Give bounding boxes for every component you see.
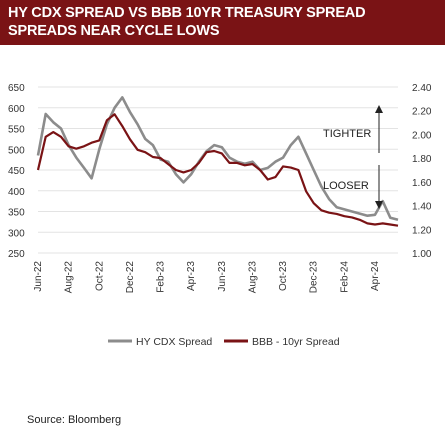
right-tick-label: 2.00: [412, 130, 432, 141]
left-tick-label: 400: [8, 187, 25, 198]
x-tick-label: Dec-22: [125, 261, 136, 294]
right-tick-label: 1.80: [412, 154, 432, 165]
x-tick-label: Oct-22: [94, 261, 105, 291]
left-tick-label: 300: [8, 228, 25, 239]
left-tick-label: 650: [8, 83, 25, 94]
series-line-bbb: [36, 113, 399, 227]
annotation-tighter: TIGHTER: [323, 128, 371, 140]
left-tick-label: 250: [8, 249, 25, 260]
x-tick-label: Feb-24: [339, 261, 350, 293]
x-tick-label: Dec-23: [309, 261, 320, 294]
left-tick-label: 600: [8, 104, 25, 115]
line-chart: 250 300 350 400 450 500 550 600 650 1.00 1.20 1.40…: [8, 83, 432, 348]
x-tick-label: Apr-24: [370, 261, 381, 291]
right-tick-label: 1.00: [412, 249, 432, 260]
right-tick-label: 2.40: [412, 83, 432, 94]
legend-label-bbb: BBB - 10yr Spread: [252, 336, 340, 348]
left-tick-label: 450: [8, 166, 25, 177]
x-tick-label: Aug-23: [247, 261, 258, 294]
x-tick-label: Aug-22: [64, 261, 75, 294]
x-axis: Jun-22 Aug-22 Oct-22 Dec-22 Feb-23 Apr-23 Jun-…: [33, 261, 381, 294]
x-tick-label: Feb-23: [156, 261, 167, 293]
left-tick-label: 500: [8, 145, 25, 156]
right-tick-label: 1.60: [412, 178, 432, 189]
right-tick-label: 1.40: [412, 202, 432, 213]
title-banner: HY CDX SPREAD VS BBB 10YR TREASURY SPREA…: [0, 0, 445, 45]
x-tick-label: Jun-22: [33, 261, 44, 292]
arrow-down-icon: [375, 165, 383, 209]
legend: HY CDX Spread BBB - 10yr Spread: [108, 336, 340, 348]
left-axis: 250 300 350 400 450 500 550 600 650: [8, 83, 25, 260]
right-tick-label: 1.20: [412, 225, 432, 236]
x-tick-label: Oct-23: [278, 261, 289, 291]
right-tick-label: 2.20: [412, 107, 432, 118]
legend-label-hy-cdx: HY CDX Spread: [136, 336, 212, 348]
source-note: Source: Bloomberg: [27, 414, 122, 426]
x-tick-label: Apr-23: [186, 261, 197, 291]
series-group: [36, 96, 399, 227]
left-tick-label: 350: [8, 208, 25, 219]
x-tick-label: Jun-23: [217, 261, 228, 292]
right-axis: 1.00 1.20 1.40 1.60 1.80 2.00 2.20 2.40: [412, 83, 432, 260]
chart-title: HY CDX SPREAD VS BBB 10YR TREASURY SPREA…: [8, 5, 366, 21]
annotation-looser: LOOSER: [323, 180, 369, 192]
series-line-hy-cdx: [36, 96, 399, 222]
left-tick-label: 550: [8, 125, 25, 136]
chart-subtitle: SPREADS NEAR CYCLE LOWS: [8, 23, 220, 39]
grid-lines: [38, 86, 398, 254]
arrow-up-icon: [375, 105, 383, 153]
